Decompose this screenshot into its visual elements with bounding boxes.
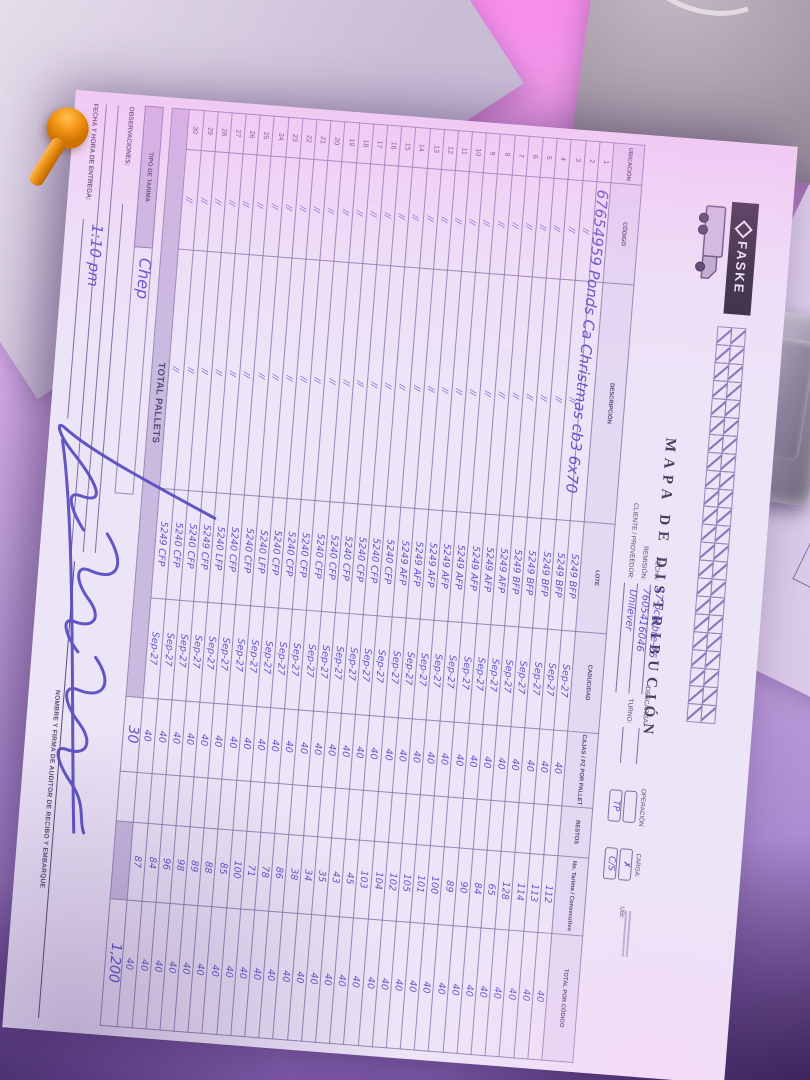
stamp-cell — [699, 541, 716, 562]
stamp-cell — [707, 433, 724, 454]
operacion-box-1 — [622, 790, 638, 824]
stamp-cell — [693, 613, 710, 634]
stamp-cell — [714, 344, 731, 365]
stamp-cell — [686, 702, 703, 724]
form-content: FASKE MAPA DE DISTRIBUCIÓN FECHA: 17-oct… — [2, 90, 798, 1080]
stamp-cell — [700, 523, 717, 544]
cliente-label: CLIENTE / PROVEEDOR: — [626, 502, 640, 580]
entrega-value: 1:10 pm — [83, 223, 107, 288]
stamp-cell — [694, 595, 712, 616]
brand-name: FASKE — [731, 240, 751, 295]
stamp-cell — [715, 326, 733, 347]
stamp-cell — [708, 415, 726, 436]
stamp-cell — [690, 649, 707, 670]
push-pin-stem — [27, 135, 68, 188]
carga-box-2: C/S — [602, 846, 619, 880]
stamp-cell — [713, 361, 730, 383]
operacion-label: OPERACIÓN — [636, 788, 647, 827]
column-header-7: No. Tarima / Consecutivo — [551, 855, 589, 936]
ubi-label: UBI: — [617, 906, 626, 919]
stamp-cell — [697, 559, 715, 580]
stamp-strip — [686, 326, 747, 730]
stamp-cell — [706, 451, 723, 472]
stamp-cell — [691, 631, 709, 652]
tipo-tarima-label: TIPO DE TARIMA — [133, 105, 164, 249]
column-header-5: CAJAS / PZ POR PALLET — [561, 731, 599, 809]
truck-icon — [695, 205, 727, 280]
column-header-0: UBICACIÓN — [610, 142, 645, 186]
stamp-cell — [704, 469, 722, 490]
stamp-cell — [710, 397, 727, 418]
carga-label: CARGA: — [632, 853, 642, 878]
operacion-box-2: TP — [607, 789, 623, 823]
faske-logo: FASKE — [723, 201, 760, 316]
stamp-cell — [703, 487, 720, 508]
carga-box-1: ✗ — [617, 848, 634, 882]
stamp-cell — [687, 684, 705, 706]
auditor-signature — [56, 423, 217, 835]
operacion-group: OPERACIÓN TP — [607, 782, 647, 831]
stamp-cell — [701, 505, 719, 526]
carga-group: CARGA: ✗ C/S — [602, 840, 642, 889]
tipo-tarima-value: Chep — [132, 257, 155, 300]
stamp-cell — [689, 667, 706, 688]
stamp-cell — [696, 577, 713, 598]
turno-label: TURNO: — [625, 698, 634, 724]
observaciones-label: OBSERVACIONES: — [123, 106, 135, 167]
stamp-cell — [711, 379, 729, 401]
mapa-distribucion-form: FASKE MAPA DE DISTRIBUCIÓN FECHA: 17-oct… — [2, 90, 798, 1080]
grand-total-value: 1,200 — [104, 942, 125, 984]
column-header-6: RESTOS — [557, 805, 593, 859]
diamond-logo-icon — [734, 220, 753, 239]
